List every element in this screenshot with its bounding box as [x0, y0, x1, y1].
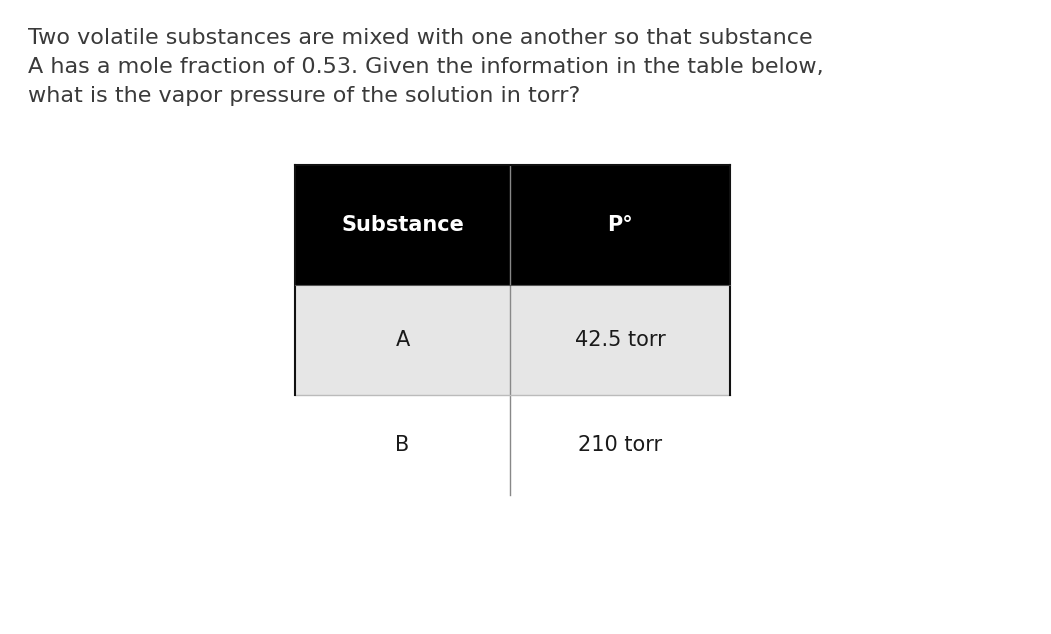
- Text: Substance: Substance: [342, 215, 463, 235]
- Text: B: B: [395, 435, 410, 455]
- Bar: [295, 285, 730, 395]
- Bar: [295, 165, 730, 285]
- Text: P°: P°: [607, 215, 633, 235]
- Text: A: A: [395, 330, 410, 350]
- Text: 42.5 torr: 42.5 torr: [575, 330, 665, 350]
- Text: 210 torr: 210 torr: [578, 435, 662, 455]
- Text: Two volatile substances are mixed with one another so that substance
A has a mol: Two volatile substances are mixed with o…: [28, 28, 824, 106]
